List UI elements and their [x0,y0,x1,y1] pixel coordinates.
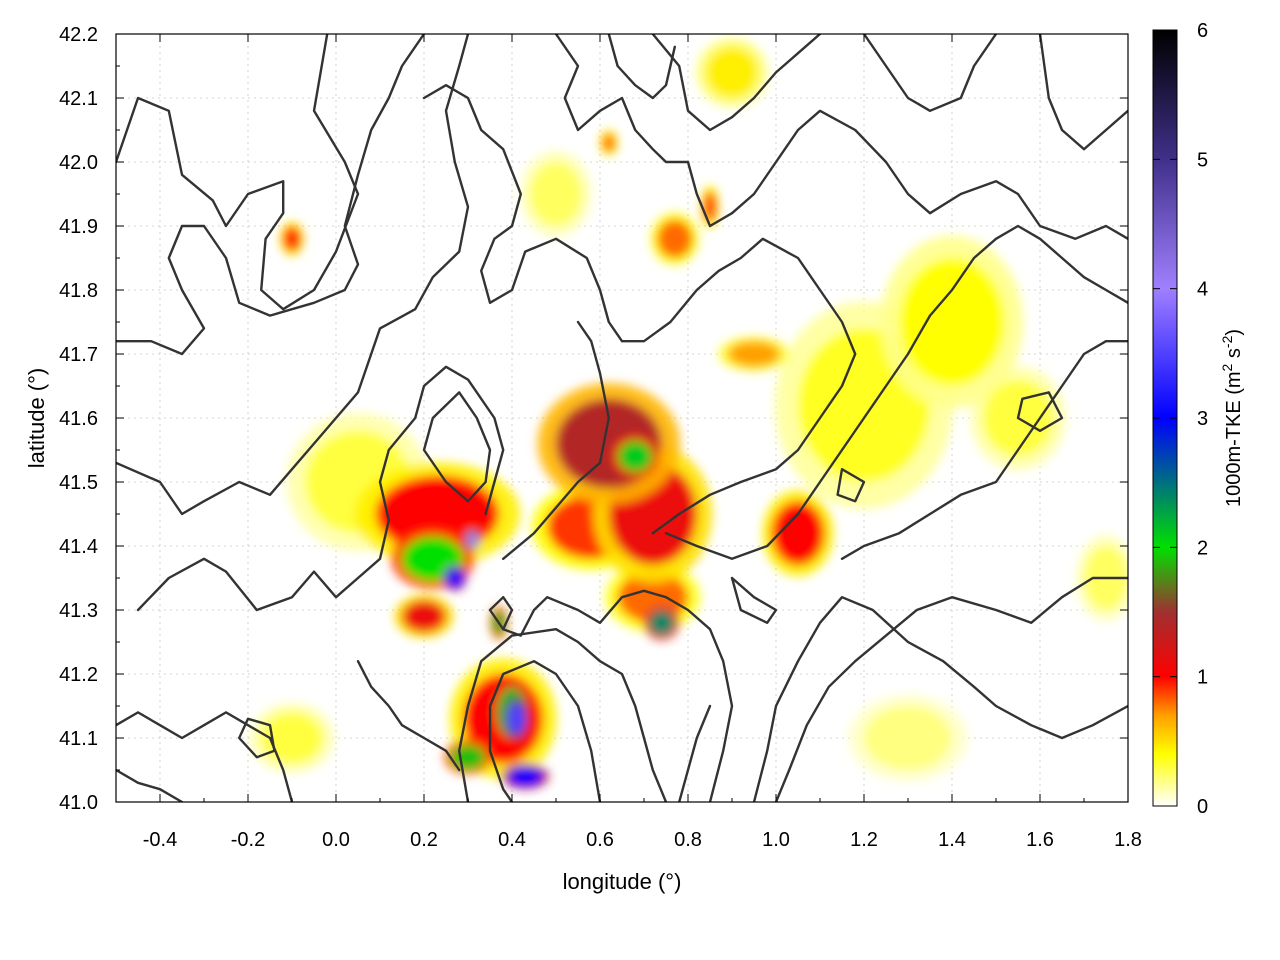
terrain-contour [502,320,610,560]
terrain-contour [116,34,360,311]
y-tick-label: 41.7 [59,344,98,366]
tke-blob [467,531,478,548]
terrain-contour [678,704,712,802]
terrain-contour [488,660,602,802]
y-axis-title: latitude (°) [24,368,49,469]
terrain-contour [356,660,461,772]
tke-blob [705,46,759,98]
x-tick-label: 1.6 [1026,829,1054,851]
terrain-contour [840,340,1128,560]
tke-blob [283,226,301,252]
tke-blob [727,341,781,367]
terrain-contour [116,34,426,356]
colorbar-tick-label: 1 [1197,667,1208,689]
colorbar-title: 1000m-TKE (m2 s-2) [1219,329,1245,507]
x-tick-label: 1.2 [850,829,878,851]
tke-blob [703,190,717,223]
colorbar-tick-label: 0 [1197,796,1208,818]
terrain-contour [116,711,294,802]
x-tick-label: 0.2 [410,829,438,851]
terrain-contour [1038,34,1128,151]
tke-blob [648,610,675,636]
y-axis: 41.0 41.1 41.2 41.3 41.4 41.5 41.6 41.7 41.8 41.9… [59,24,1128,814]
terrain-contour [422,84,857,535]
y-tick-label: 41.2 [59,664,98,686]
y-tick-label: 42.1 [59,88,98,110]
colorbar-tick-label: 4 [1197,279,1208,301]
terrain-contour [488,596,514,631]
terrain-contour [554,34,1128,240]
tke-blob [446,568,464,588]
terrain-contour [607,34,676,100]
y-tick-label: 41.9 [59,216,98,238]
tke-blob [657,219,693,258]
terrain-contour [116,34,470,516]
terrain-contours [116,34,1128,802]
x-tick-label: 0.4 [498,829,526,851]
x-tick-label: 1.0 [762,829,790,851]
tke-blob [602,133,616,153]
y-tick-label: 41.6 [59,408,98,430]
terrain-contour [664,224,1128,560]
x-axis: -0.4 -0.2 0.0 0.2 0.4 0.6 0.8 1.0 1.2 1.4 1.6 1.8 [115,34,1142,851]
tke-blob [899,258,1005,386]
y-tick-label: 41.0 [59,792,98,814]
x-tick-label: -0.4 [143,829,177,851]
terrain-contour [836,468,866,503]
tke-field [250,37,1128,790]
colorbar-ticks: 0 1 2 3 4 5 6 [1153,20,1208,818]
y-tick-label: 41.3 [59,600,98,622]
tke-blob [529,162,583,226]
tke-blob [617,440,653,473]
x-axis-title: longitude (°) [563,869,682,894]
terrain-contour [862,34,998,112]
terrain-contour [116,768,184,802]
y-tick-label: 41.8 [59,280,98,302]
colorbar-tick-label: 3 [1197,408,1208,430]
terrain-contour [136,365,505,612]
x-tick-label: 0.6 [586,829,614,851]
terrain-contour [651,34,822,132]
tke-blob [402,600,446,633]
tke-blob [771,501,825,566]
y-tick-label: 41.1 [59,728,98,750]
terrain-contour [1016,391,1064,432]
colorbar: 0 1 2 3 4 5 6 1000m-TKE (m2 s-2) [1152,20,1245,818]
y-tick-label: 41.4 [59,536,98,558]
terrain-contour [502,589,734,802]
tke-blob [864,706,952,770]
colorbar-tick-label: 2 [1197,537,1208,559]
y-tick-label: 41.5 [59,472,98,494]
y-tick-label: 42.0 [59,152,98,174]
terrain-contour [238,717,276,759]
colorbar-tick-label: 5 [1197,149,1208,171]
x-tick-label: 0.8 [674,829,702,851]
colorbar-tick-label: 6 [1197,20,1208,42]
x-tick-label: 0.0 [322,829,350,851]
terrain-contour [458,628,668,802]
x-tick-label: -0.2 [231,829,265,851]
y-tick-label: 42.2 [59,24,98,46]
tke-blob [261,712,323,764]
terrain-contour [752,596,1128,802]
terrain-contour [730,576,778,624]
x-tick-label: 1.4 [938,829,966,851]
tke-blob [507,766,543,787]
terrain-contour [422,391,492,503]
tke-blob [507,702,526,735]
x-tick-label: 1.8 [1114,829,1142,851]
terrain-contour [774,576,1128,802]
